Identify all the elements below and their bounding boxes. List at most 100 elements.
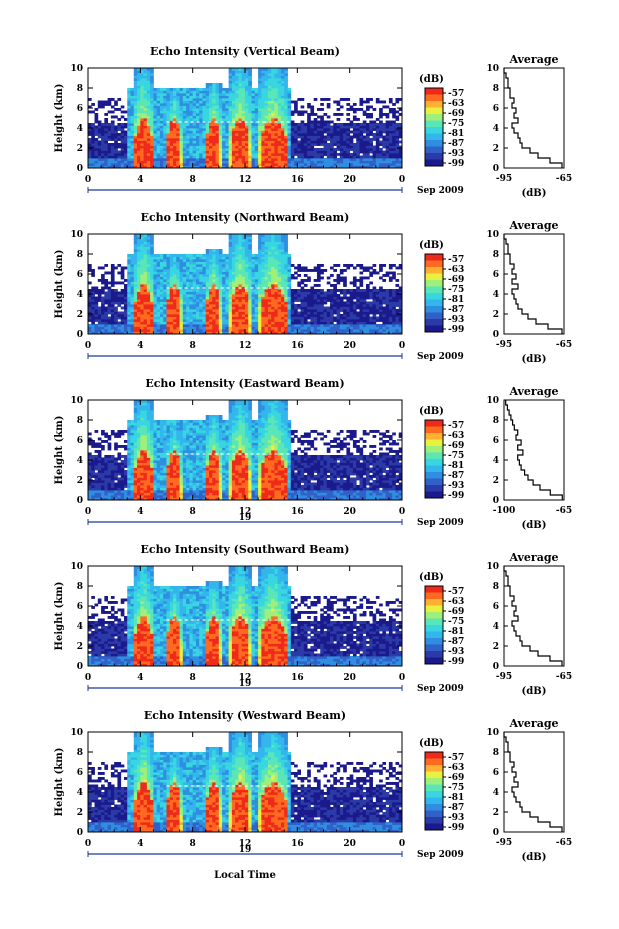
colorbar-tick-label: -63 (448, 431, 464, 441)
x-tick-label: 16 (291, 175, 304, 185)
panel-title: Echo Intensity (Vertical Beam) (150, 45, 340, 58)
heatmap-cells (88, 732, 402, 832)
y-tick-label: 2 (77, 808, 83, 818)
y-tick-label: 2 (77, 642, 83, 652)
colorbar-unit: (dB) (419, 406, 444, 417)
y-axis-label: Height (km) (54, 582, 65, 651)
average-x-tick-label: -95 (496, 838, 512, 848)
colorbar-tick-label: -57 (448, 753, 464, 763)
average-x-tick-label: -95 (496, 672, 512, 682)
average-y-tick-label: 2 (493, 476, 499, 486)
y-tick-label: 2 (77, 144, 83, 154)
average-y-tick-label: 0 (493, 828, 499, 838)
average-y-tick-label: 6 (493, 270, 499, 280)
y-tick-label: 8 (77, 582, 83, 592)
average-x-tick-label: -95 (496, 340, 512, 350)
average-y-tick-label: 2 (493, 310, 499, 320)
colorbar-tick-label: -81 (448, 793, 464, 803)
colorbar-tick-label: -87 (448, 471, 464, 481)
colorbar-unit: (dB) (419, 240, 444, 251)
date-label: Sep 2009 (417, 684, 464, 694)
colorbar-tick-label: -99 (448, 491, 464, 501)
y-tick-label: 2 (77, 476, 83, 486)
panel-title: Echo Intensity (Northward Beam) (141, 211, 350, 224)
average-y-tick-label: 10 (486, 728, 499, 738)
y-tick-label: 6 (77, 104, 83, 114)
date-label: Sep 2009 (417, 352, 464, 362)
colorbar-tick-label: -99 (448, 657, 464, 667)
average-y-tick-label: 6 (493, 768, 499, 778)
average-y-tick-label: 10 (486, 230, 499, 240)
x-tick-label: 0 (399, 507, 405, 517)
average-x-tick-label: -65 (556, 174, 572, 184)
x-tick-label: 0 (85, 839, 91, 849)
average-y-tick-label: 8 (493, 748, 499, 758)
colorbar-tick-label: -99 (448, 159, 464, 169)
average-x-label: (dB) (522, 188, 547, 199)
x-tick-label: 0 (399, 341, 405, 351)
panel-5: Echo Intensity (Westward Beam)Height (km… (54, 709, 572, 863)
y-tick-label: 4 (77, 622, 83, 632)
average-y-tick-label: 2 (493, 642, 499, 652)
x-tick-label: 8 (190, 839, 196, 849)
day-label: 19 (239, 513, 252, 523)
average-x-tick-label: -100 (493, 506, 516, 516)
colorbar-tick-label: -93 (448, 813, 464, 823)
colorbar (425, 254, 443, 332)
average-profile-line (504, 234, 562, 334)
average-title: Average (508, 385, 558, 398)
average-y-tick-label: 10 (486, 64, 499, 74)
average-y-tick-label: 6 (493, 104, 499, 114)
y-tick-label: 8 (77, 416, 83, 426)
x-tick-label: 0 (85, 341, 91, 351)
y-tick-label: 6 (77, 768, 83, 778)
colorbar-tick-label: -99 (448, 325, 464, 335)
colorbar-tick-label: -75 (448, 617, 464, 627)
x-tick-label: 16 (291, 673, 304, 683)
colorbar-tick-label: -93 (448, 315, 464, 325)
colorbar-tick-label: -93 (448, 647, 464, 657)
y-tick-label: 4 (77, 290, 83, 300)
colorbar-tick-label: -75 (448, 285, 464, 295)
average-x-tick-label: -65 (556, 672, 572, 682)
average-profile-line (504, 68, 562, 168)
colorbar-tick-label: -87 (448, 637, 464, 647)
y-tick-label: 8 (77, 748, 83, 758)
x-tick-label: 20 (343, 507, 356, 517)
y-tick-label: 4 (77, 788, 83, 798)
y-tick-label: 10 (70, 64, 83, 74)
colorbar-tick-label: -69 (448, 441, 464, 451)
y-tick-label: 0 (77, 662, 83, 672)
y-tick-label: 0 (77, 164, 83, 174)
panel-1: Echo Intensity (Vertical Beam)Height (km… (54, 45, 572, 199)
x-tick-label: 12 (239, 341, 252, 351)
average-y-tick-label: 6 (493, 436, 499, 446)
average-title: Average (508, 219, 558, 232)
colorbar-tick-label: -81 (448, 627, 464, 637)
average-y-tick-label: 10 (486, 562, 499, 572)
y-axis-label: Height (km) (54, 748, 65, 817)
day-label: 19 (239, 679, 252, 689)
y-tick-label: 6 (77, 270, 83, 280)
y-tick-label: 10 (70, 396, 83, 406)
y-tick-label: 4 (77, 124, 83, 134)
y-tick-label: 10 (70, 230, 83, 240)
colorbar-unit: (dB) (419, 572, 444, 583)
panel-title: Echo Intensity (Eastward Beam) (145, 377, 344, 390)
y-tick-label: 0 (77, 330, 83, 340)
average-profile-line (504, 732, 562, 832)
average-title: Average (508, 717, 558, 730)
average-title: Average (508, 551, 558, 564)
average-y-tick-label: 4 (493, 788, 499, 798)
average-x-label: (dB) (522, 852, 547, 863)
panel-3: Echo Intensity (Eastward Beam)Height (km… (54, 377, 572, 531)
date-label: Sep 2009 (417, 850, 464, 860)
x-tick-label: 0 (85, 507, 91, 517)
average-x-label: (dB) (522, 686, 547, 697)
x-tick-label: 20 (343, 341, 356, 351)
colorbar-tick-label: -75 (448, 119, 464, 129)
x-tick-label: 4 (137, 507, 143, 517)
average-x-tick-label: -65 (556, 340, 572, 350)
colorbar-tick-label: -57 (448, 89, 464, 99)
x-tick-label: 4 (137, 673, 143, 683)
